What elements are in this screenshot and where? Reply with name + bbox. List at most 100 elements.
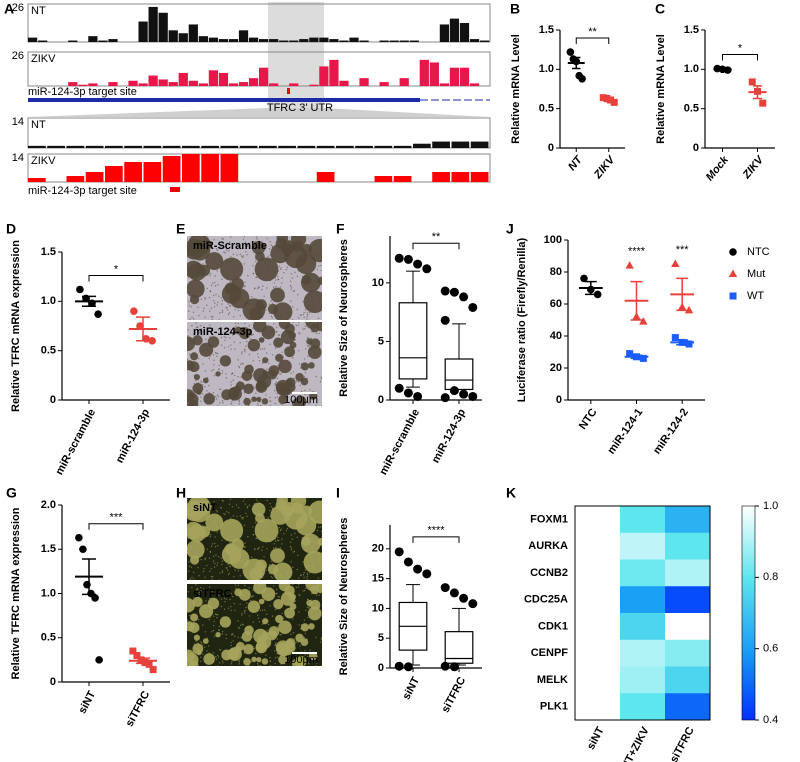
coverage-bar	[124, 162, 142, 182]
debris	[245, 345, 247, 347]
debris	[278, 526, 281, 529]
square-point	[133, 651, 141, 659]
debris	[221, 570, 224, 572]
coverage-bar	[393, 176, 412, 182]
sphere	[205, 252, 224, 271]
coverage-bar	[439, 83, 450, 86]
outlier	[413, 391, 423, 401]
coverage-bar	[188, 24, 198, 42]
triangle-point	[625, 261, 634, 269]
panel-label: B	[510, 1, 520, 17]
legend-label: Mut	[747, 268, 765, 280]
debris	[243, 584, 246, 587]
debris	[212, 615, 215, 617]
debris	[239, 314, 241, 317]
debris	[243, 524, 246, 526]
debris	[215, 398, 218, 400]
debris	[237, 359, 239, 361]
debris	[296, 536, 299, 539]
gene-model	[28, 98, 420, 102]
x-tick-label: siNT	[76, 689, 98, 716]
heatmap-cell	[575, 693, 621, 721]
debris	[231, 595, 234, 598]
outlier	[440, 393, 450, 403]
y-axis-label: Relative mRNA Level	[655, 34, 667, 144]
debris	[308, 606, 310, 608]
debris	[208, 645, 210, 647]
heatmap-cell	[620, 693, 666, 721]
debris	[300, 390, 303, 393]
debris	[293, 638, 295, 640]
outlier	[422, 569, 432, 579]
coverage-bar	[28, 145, 46, 148]
y-axis-label: Relative mRNA Level	[510, 34, 522, 144]
debris	[213, 306, 216, 308]
debris	[266, 548, 268, 550]
outlier	[468, 302, 478, 312]
sphere	[292, 502, 304, 514]
debris	[237, 507, 240, 509]
debris	[308, 344, 310, 347]
debris	[223, 336, 226, 338]
debris	[241, 255, 243, 257]
debris	[226, 511, 228, 513]
heatmap-cell	[665, 506, 711, 534]
debris	[220, 557, 223, 560]
debris	[200, 558, 202, 561]
coverage-bar	[451, 172, 470, 182]
debris	[210, 576, 213, 578]
coverage-bar	[413, 143, 431, 148]
coverage-bar	[239, 145, 258, 148]
debris	[226, 567, 228, 569]
debris	[202, 624, 204, 626]
debris	[281, 543, 283, 545]
coverage-bar	[432, 141, 450, 148]
debris	[200, 400, 202, 402]
debris	[196, 588, 199, 590]
debris	[205, 338, 207, 341]
colorbar	[741, 505, 756, 721]
x-tick-label: siTFRC	[124, 689, 153, 729]
sphere	[187, 621, 195, 632]
debris	[262, 546, 264, 548]
debris	[218, 368, 220, 371]
debris	[206, 548, 208, 550]
debris	[320, 269, 322, 272]
debris	[218, 332, 220, 335]
debris	[220, 507, 222, 509]
debris	[265, 569, 267, 571]
panel-label: C	[655, 1, 665, 17]
debris	[315, 375, 317, 378]
debris	[221, 633, 223, 635]
debris	[221, 299, 224, 302]
heatmap-cell	[665, 586, 711, 614]
significance-label: *	[114, 263, 119, 275]
debris	[202, 326, 205, 328]
debris	[202, 524, 204, 527]
circle-point	[566, 48, 575, 56]
debris	[269, 405, 271, 406]
coverage-bar	[389, 40, 399, 42]
y-tick-label: 5	[378, 335, 384, 347]
debris	[191, 576, 193, 579]
sphere	[228, 647, 240, 659]
debris	[298, 317, 300, 319]
heatmap-cell	[575, 613, 621, 641]
sphere	[292, 658, 303, 666]
debris	[209, 324, 211, 326]
outlier	[459, 593, 469, 603]
debris	[204, 558, 206, 561]
sphere	[303, 290, 322, 314]
debris	[302, 561, 304, 563]
debris	[252, 360, 254, 362]
sphere	[300, 533, 321, 554]
debris	[230, 384, 232, 386]
sphere	[288, 593, 296, 601]
debris	[243, 392, 246, 394]
debris	[247, 536, 249, 538]
debris	[244, 503, 247, 505]
sphere	[295, 633, 304, 643]
debris	[274, 644, 276, 647]
debris	[216, 564, 218, 567]
